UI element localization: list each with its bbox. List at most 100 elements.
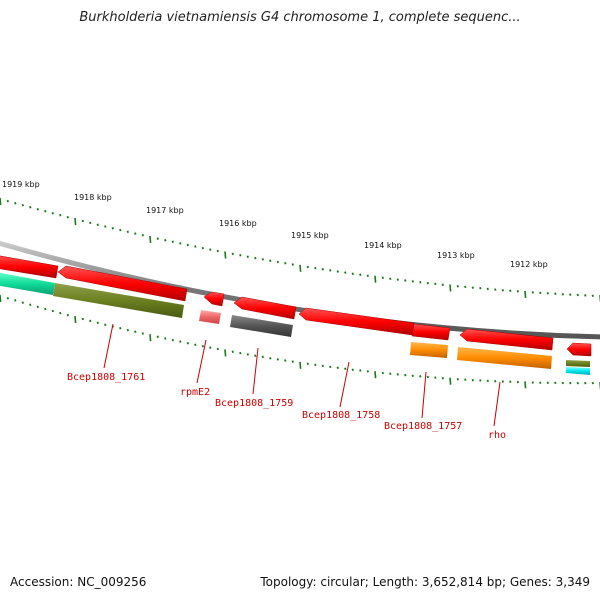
outer-minor-tick: [359, 273, 362, 276]
inner-minor-tick: [351, 368, 354, 371]
inner-minor-tick: [246, 353, 249, 356]
outer-minor-tick: [51, 212, 54, 215]
outer-minor-tick: [486, 287, 489, 291]
cds-feature-8[interactable]: [566, 342, 592, 357]
outer-minor-tick: [531, 291, 534, 294]
outer-minor-tick: [6, 199, 9, 203]
outer-minor-tick: [104, 225, 107, 228]
outer-minor-tick: [441, 283, 444, 286]
inner-minor-tick: [21, 301, 24, 304]
outer-major-tick: [74, 218, 77, 226]
kbp-label-1912: 1912 kbp: [510, 260, 548, 269]
inner-minor-tick: [329, 365, 332, 369]
outer-minor-tick: [261, 258, 264, 261]
outer-minor-tick: [554, 292, 557, 296]
cds-feature-2[interactable]: [57, 265, 188, 302]
outer-tick-track: [0, 197, 600, 303]
cds-feature-5[interactable]: [298, 307, 415, 336]
outer-minor-tick: [239, 254, 242, 257]
inner-minor-tick: [569, 381, 572, 385]
leader-rho: [493, 381, 501, 427]
kbp-label-1914: 1914 kbp: [364, 241, 402, 250]
gene-label-bcep1808-1759[interactable]: Bcep1808_1759: [215, 398, 293, 409]
inner-minor-tick: [344, 367, 347, 371]
outer-minor-tick: [164, 238, 167, 242]
cog-feature-8[interactable]: [566, 367, 590, 375]
gene-labels: Bcep1808_1761 rpmE2 Bcep1808_1759 Bcep18…: [67, 372, 506, 441]
outer-minor-tick: [419, 280, 422, 284]
cog-feature-1[interactable]: [0, 272, 55, 295]
inner-minor-tick: [576, 381, 579, 385]
outer-minor-tick: [336, 270, 339, 273]
inner-minor-tick: [486, 379, 489, 383]
kbp-label-1919: 1919 kbp: [2, 180, 40, 189]
inner-minor-tick: [434, 376, 437, 379]
cog-feature-5[interactable]: [410, 342, 448, 358]
kbp-label-1913: 1913 kbp: [437, 251, 475, 260]
leader-bcep1808-1758: [339, 361, 350, 408]
outer-minor-tick: [44, 210, 47, 213]
inner-major-tick: [74, 315, 77, 324]
inner-major-tick: [299, 361, 302, 369]
outer-minor-tick: [329, 269, 332, 272]
gene-label-bcep1808-1761[interactable]: Bcep1808_1761: [67, 372, 145, 383]
inner-major-tick: [149, 334, 152, 342]
outer-minor-tick: [276, 260, 279, 264]
inner-minor-tick: [419, 375, 422, 378]
inner-minor-tick: [96, 321, 99, 325]
inner-minor-tick: [51, 309, 54, 313]
outer-minor-tick: [561, 292, 564, 296]
gene-label-rpme2[interactable]: rpmE2: [180, 387, 210, 398]
cog-feature-7[interactable]: [566, 360, 590, 367]
gene-label-rho[interactable]: rho: [488, 430, 506, 441]
gene-leaders: [103, 323, 501, 427]
cds-feature-4[interactable]: [233, 296, 297, 320]
outer-minor-tick: [141, 234, 144, 237]
inner-minor-tick: [336, 366, 339, 370]
gene-label-bcep1808-1757[interactable]: Bcep1808_1757: [384, 421, 462, 432]
cog-feature-2[interactable]: [53, 283, 184, 318]
features-top-strand: [0, 255, 592, 357]
cog-feature-4[interactable]: [230, 315, 293, 337]
inner-minor-tick: [141, 332, 144, 335]
outer-minor-tick: [119, 228, 122, 232]
inner-minor-tick: [231, 350, 234, 354]
inner-minor-tick: [464, 378, 467, 381]
outer-minor-tick: [591, 294, 594, 297]
outer-major-tick: [449, 284, 452, 292]
outer-minor-tick: [516, 290, 519, 293]
inner-minor-tick: [254, 354, 257, 357]
outer-minor-tick: [456, 284, 459, 288]
outer-minor-tick: [59, 214, 62, 217]
outer-minor-tick: [426, 281, 429, 285]
cds-feature-1[interactable]: [0, 255, 59, 279]
inner-minor-tick: [456, 377, 459, 381]
kbp-label-1916: 1916 kbp: [219, 219, 257, 228]
inner-minor-tick: [284, 359, 287, 362]
leader-bcep1808-1757: [421, 371, 427, 419]
cds-feature-3[interactable]: [203, 291, 225, 307]
cds-feature-6[interactable]: [411, 323, 451, 341]
gene-label-bcep1808-1758[interactable]: Bcep1808_1758: [302, 410, 380, 421]
inner-minor-tick: [441, 376, 444, 380]
outer-minor-tick: [381, 276, 384, 279]
inner-minor-tick: [216, 347, 219, 351]
inner-minor-tick: [531, 381, 534, 384]
inner-minor-tick: [509, 380, 512, 384]
cog-feature-3[interactable]: [199, 310, 221, 324]
leader-rpme2: [196, 339, 207, 384]
cds-feature-7[interactable]: [459, 328, 554, 351]
inner-minor-tick: [44, 307, 47, 311]
outer-minor-tick: [66, 215, 69, 219]
inner-minor-tick: [269, 356, 272, 360]
outer-minor-tick: [284, 262, 287, 265]
outer-minor-tick: [36, 208, 39, 211]
inner-minor-tick: [359, 369, 362, 372]
cog-feature-6[interactable]: [457, 347, 552, 369]
outer-minor-tick: [411, 280, 414, 283]
inner-minor-tick: [494, 379, 497, 383]
inner-minor-tick: [426, 375, 429, 379]
inner-major-tick: [0, 294, 2, 303]
outer-minor-tick: [314, 266, 317, 270]
